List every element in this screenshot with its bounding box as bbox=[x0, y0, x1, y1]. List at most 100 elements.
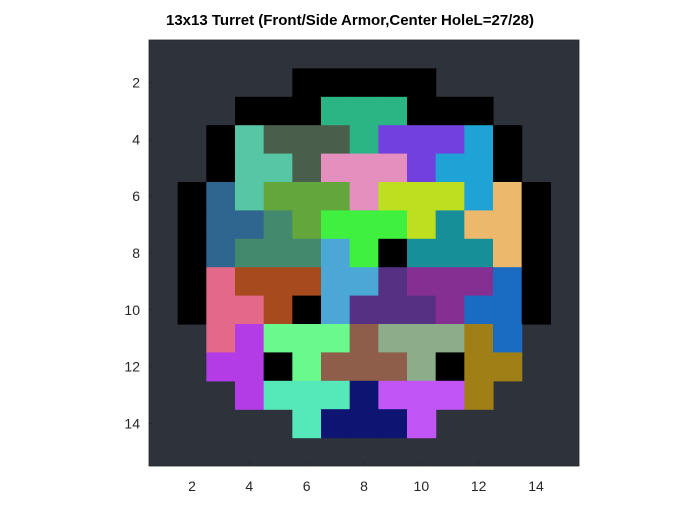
x-tick-label: 4 bbox=[245, 478, 253, 494]
piece-cell bbox=[292, 238, 322, 268]
piece-cell bbox=[435, 267, 465, 297]
piece-cell bbox=[206, 238, 236, 268]
armor-cell bbox=[493, 125, 523, 155]
piece-cell bbox=[263, 182, 293, 211]
piece-cell bbox=[263, 125, 293, 155]
piece-cell bbox=[493, 210, 523, 240]
piece-cell bbox=[464, 238, 494, 268]
armor-cell bbox=[435, 96, 465, 126]
piece-cell bbox=[464, 267, 494, 297]
piece-cell bbox=[378, 210, 408, 240]
piece-cell bbox=[235, 153, 265, 183]
piece-cell bbox=[235, 210, 265, 240]
armor-cell bbox=[177, 238, 207, 268]
piece-cell bbox=[407, 153, 437, 183]
piece-cell bbox=[464, 380, 494, 410]
armor-cell bbox=[349, 68, 379, 98]
x-tick-label: 14 bbox=[528, 478, 544, 494]
armor-cell bbox=[435, 352, 465, 382]
piece-cell bbox=[378, 153, 408, 183]
piece-cell bbox=[464, 210, 494, 240]
armor-cell bbox=[321, 68, 351, 98]
piece-cell bbox=[464, 182, 494, 211]
armor-cell bbox=[407, 68, 437, 98]
piece-cell bbox=[464, 324, 494, 353]
armor-cell bbox=[378, 68, 408, 98]
piece-cell bbox=[493, 324, 523, 353]
y-tick-label: 6 bbox=[132, 188, 140, 204]
armor-cell bbox=[378, 238, 408, 268]
piece-cell bbox=[464, 352, 494, 382]
chart-title: 13x13 Turret (Front/Side Armor,Center Ho… bbox=[165, 12, 535, 29]
piece-cell bbox=[435, 153, 465, 183]
piece-cell bbox=[407, 210, 437, 240]
x-tick-label: 2 bbox=[188, 478, 196, 494]
armor-cell bbox=[464, 96, 494, 126]
piece-cell bbox=[206, 182, 236, 211]
piece-cell bbox=[235, 238, 265, 268]
piece-cell bbox=[407, 267, 437, 297]
piece-cell bbox=[378, 352, 408, 382]
y-tick-label: 2 bbox=[132, 75, 140, 91]
piece-cell bbox=[292, 267, 322, 297]
armor-cell bbox=[493, 153, 523, 183]
piece-cell bbox=[435, 238, 465, 268]
piece-cell bbox=[292, 352, 322, 382]
piece-cell bbox=[349, 153, 379, 183]
piece-cell bbox=[263, 267, 293, 297]
armor-cell bbox=[407, 96, 437, 126]
piece-cell bbox=[349, 409, 379, 439]
piece-cell bbox=[349, 324, 379, 353]
piece-cell bbox=[464, 125, 494, 155]
piece-cell bbox=[321, 267, 351, 297]
armor-cell bbox=[292, 68, 322, 98]
piece-cell bbox=[493, 295, 523, 325]
piece-cell bbox=[263, 153, 293, 183]
piece-cell bbox=[263, 210, 293, 240]
piece-cell bbox=[435, 324, 465, 353]
piece-cell bbox=[464, 153, 494, 183]
piece-cell bbox=[321, 182, 351, 211]
armor-cell bbox=[263, 352, 293, 382]
piece-cell bbox=[206, 324, 236, 353]
armor-cell bbox=[206, 125, 236, 155]
axes-layer: 2 4 6 8 10 12 14 2 4 6 8 10 12 14 bbox=[124, 39, 580, 494]
piece-cell bbox=[378, 409, 408, 439]
piece-cell bbox=[292, 182, 322, 211]
x-tick-label: 8 bbox=[360, 478, 368, 494]
y-tick-label: 8 bbox=[132, 245, 140, 261]
piece-cell bbox=[407, 380, 437, 410]
piece-cell bbox=[235, 125, 265, 155]
piece-cell bbox=[435, 210, 465, 240]
piece-cell bbox=[435, 182, 465, 211]
piece-cell bbox=[263, 380, 293, 410]
piece-cell bbox=[349, 238, 379, 268]
piece-cell bbox=[349, 182, 379, 211]
piece-cell bbox=[235, 295, 265, 325]
armor-cell bbox=[521, 295, 551, 325]
piece-cell bbox=[407, 324, 437, 353]
piece-cell bbox=[321, 125, 351, 155]
piece-cell bbox=[349, 267, 379, 297]
piece-cell bbox=[235, 352, 265, 382]
piece-cell bbox=[378, 125, 408, 155]
piece-cell bbox=[321, 409, 351, 439]
cell-layer bbox=[149, 40, 579, 466]
piece-cell bbox=[321, 352, 351, 382]
armor-cell bbox=[521, 267, 551, 297]
piece-cell bbox=[349, 210, 379, 240]
piece-cell bbox=[321, 380, 351, 410]
armor-cell bbox=[235, 96, 265, 126]
x-tick-label: 10 bbox=[414, 478, 430, 494]
piece-cell bbox=[235, 380, 265, 410]
armor-cell bbox=[263, 96, 293, 126]
piece-cell bbox=[206, 267, 236, 297]
piece-cell bbox=[235, 324, 265, 353]
piece-cell bbox=[206, 295, 236, 325]
piece-cell bbox=[235, 182, 265, 211]
piece-cell bbox=[321, 324, 351, 353]
piece-cell bbox=[349, 96, 379, 126]
piece-cell bbox=[349, 295, 379, 325]
piece-cell bbox=[349, 125, 379, 155]
